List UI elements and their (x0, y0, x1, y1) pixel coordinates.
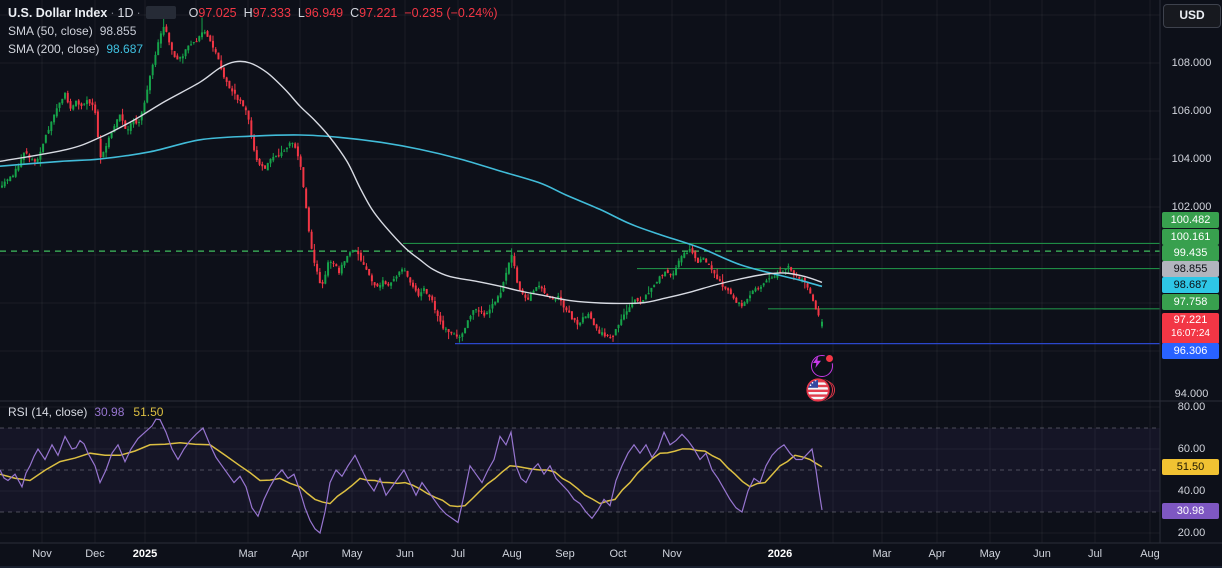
time-axis-month-label: Jul (450, 548, 466, 560)
price-axis[interactable]: 108.000 106.000 104.000 102.000 94.000 80.00 6… (1161, 0, 1222, 543)
us-flag-icon (806, 378, 830, 402)
time-axis-month-label: Oct (609, 548, 627, 560)
us-flag-roundel (806, 378, 830, 402)
symbol-title: U.S. Dollar Index (8, 6, 108, 20)
price-axis-badge: 30.98 (1162, 503, 1219, 519)
symbol-legend-row[interactable]: U.S. Dollar Index · 1D · O97.025 H97.333 L96.9… (8, 4, 497, 22)
price-axis-badge: 100.161 (1162, 229, 1219, 245)
separator-dot: · (110, 6, 115, 20)
sma200-value: 98.687 (106, 42, 144, 56)
price-axis-tick: 104.000 (1171, 153, 1212, 165)
price-axis-tick: 108.000 (1171, 57, 1212, 69)
sma200-legend-row[interactable]: SMA (200, close) 98.687 (8, 40, 497, 58)
time-axis-month-label: Aug (502, 548, 522, 560)
alert-icon[interactable] (811, 353, 835, 377)
price-axis-badge: 99.435 (1162, 245, 1219, 261)
price-axis-badge: 97.758 (1162, 294, 1219, 310)
open-value: 97.025 (198, 6, 237, 20)
candles (1, 13, 823, 343)
sma50-legend-row[interactable]: SMA (50, close) 98.855 (8, 22, 497, 40)
time-axis-month-label: Jun (396, 548, 414, 560)
rsi-ma-value: 51.50 (133, 405, 164, 419)
close-value: 97.221 (359, 6, 398, 20)
price-axis-tick: 94.000 (1174, 388, 1209, 400)
price-axis-badge: 98.687 (1162, 277, 1219, 293)
time-axis-month-label: Sep (555, 548, 575, 560)
sma50-value: 98.855 (99, 24, 137, 38)
time-axis-month-label: May (341, 548, 363, 560)
price-axis-badge: 100.482 (1162, 212, 1219, 228)
change-value: −0.235 (−0.24%) (404, 6, 498, 20)
price-level-lines[interactable] (0, 242, 1160, 345)
low-label: L (297, 6, 305, 20)
time-axis-month-label: Jun (1033, 548, 1051, 560)
rsi-line (0, 418, 823, 535)
separator-dot: · (136, 6, 141, 20)
currency-button[interactable]: USD (1163, 4, 1221, 28)
price-pane (0, 13, 1160, 345)
low-value: 96.949 (304, 6, 344, 20)
window-bottom-edge (0, 566, 1222, 568)
time-axis-month-label: Nov (662, 548, 682, 560)
open-label: O (188, 6, 199, 20)
time-axis[interactable]: Nov Dec 2025 Mar Apr May Jun Jul Aug Sep Oct Nov 202… (0, 543, 1222, 568)
time-axis-month-label: Jul (1087, 548, 1103, 560)
sma200-label: SMA (200, close) (8, 42, 100, 56)
sma200-line (0, 134, 823, 288)
price-axis-tick: 60.00 (1177, 443, 1206, 455)
time-axis-year-label: 2025 (132, 548, 158, 560)
time-axis-month-label: Mar (872, 548, 892, 560)
time-axis-month-label: Apr (291, 548, 309, 560)
exchange-redacted-box (145, 6, 176, 19)
time-axis-month-label: Mar (238, 548, 258, 560)
price-axis-badge: 96.306 (1162, 343, 1219, 359)
rsi-pane (0, 418, 1160, 535)
time-axis-month-label: Apr (928, 548, 946, 560)
rsi-value: 30.98 (94, 405, 125, 419)
time-axis-month-label: May (979, 548, 1001, 560)
interval-label[interactable]: 1D (117, 6, 134, 20)
time-axis-month-label: Nov (32, 548, 52, 560)
sma50-line (0, 60, 823, 305)
time-axis-month-label: Dec (85, 548, 105, 560)
price-axis-tick: 40.00 (1177, 485, 1206, 497)
gridlines (0, 0, 1160, 543)
price-axis-badge: 98.855 (1162, 261, 1219, 277)
sma50-label: SMA (50, close) (8, 24, 93, 38)
price-axis-tick: 80.00 (1177, 401, 1206, 413)
high-label: H (243, 6, 253, 20)
rsi-ma-line (0, 441, 823, 508)
high-value: 97.333 (252, 6, 291, 20)
time-axis-year-label: 2026 (767, 548, 793, 560)
price-axis-tick: 102.000 (1171, 201, 1212, 213)
lightning-bolt-icon (813, 356, 821, 368)
rsi-legend-row[interactable]: RSI (14, close) 30.98 51.50 (8, 404, 163, 420)
rsi-label: RSI (14, close) (8, 405, 88, 419)
price-axis-tick: 106.000 (1171, 105, 1212, 117)
legend: U.S. Dollar Index · 1D · O97.025 H97.333 L96.9… (8, 4, 497, 58)
close-label: C (350, 6, 360, 20)
price-axis-tick: 20.00 (1177, 527, 1206, 539)
price-axis-badge: 51.50 (1162, 459, 1219, 475)
time-axis-month-label: Aug (1140, 548, 1160, 560)
price-axis-badge: 97.221 16:07:24 (1162, 313, 1219, 344)
